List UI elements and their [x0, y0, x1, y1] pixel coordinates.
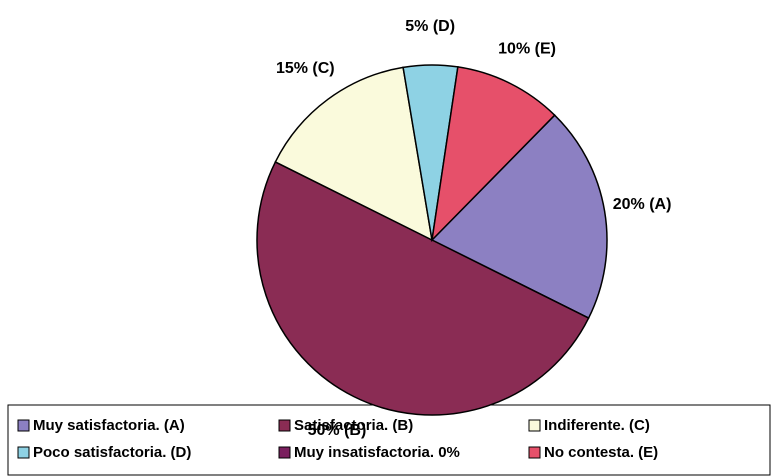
legend-label: No contesta. (E) — [544, 444, 658, 461]
legend-swatch — [278, 446, 291, 459]
legend-swatch — [278, 419, 291, 432]
pie-slice — [430, 66, 556, 243]
data-label: 15% (C) — [276, 60, 335, 77]
legend-swatch — [17, 446, 30, 459]
data-label: 20% (A) — [613, 196, 672, 213]
data-label: 10% (E) — [498, 41, 556, 58]
legend-label: Indiferente. (C) — [544, 417, 650, 434]
data-label: 5% (D) — [405, 18, 455, 35]
legend-swatch — [528, 419, 541, 432]
legend-label: Muy satisfactoria. (A) — [33, 417, 185, 434]
legend-swatch — [528, 446, 541, 459]
legend-label: Poco satisfactoria. (D) — [33, 444, 191, 461]
pie-slice — [430, 114, 608, 320]
data-label: 50% (B) — [308, 422, 367, 439]
legend-label: Muy insatisfactoria. 0% — [294, 444, 460, 461]
legend-label: Satisfactoria. (B) — [294, 417, 413, 434]
pie-slice — [274, 66, 433, 242]
legend-frame — [7, 404, 771, 476]
legend-swatch — [17, 419, 30, 432]
pie-slice — [256, 160, 590, 416]
